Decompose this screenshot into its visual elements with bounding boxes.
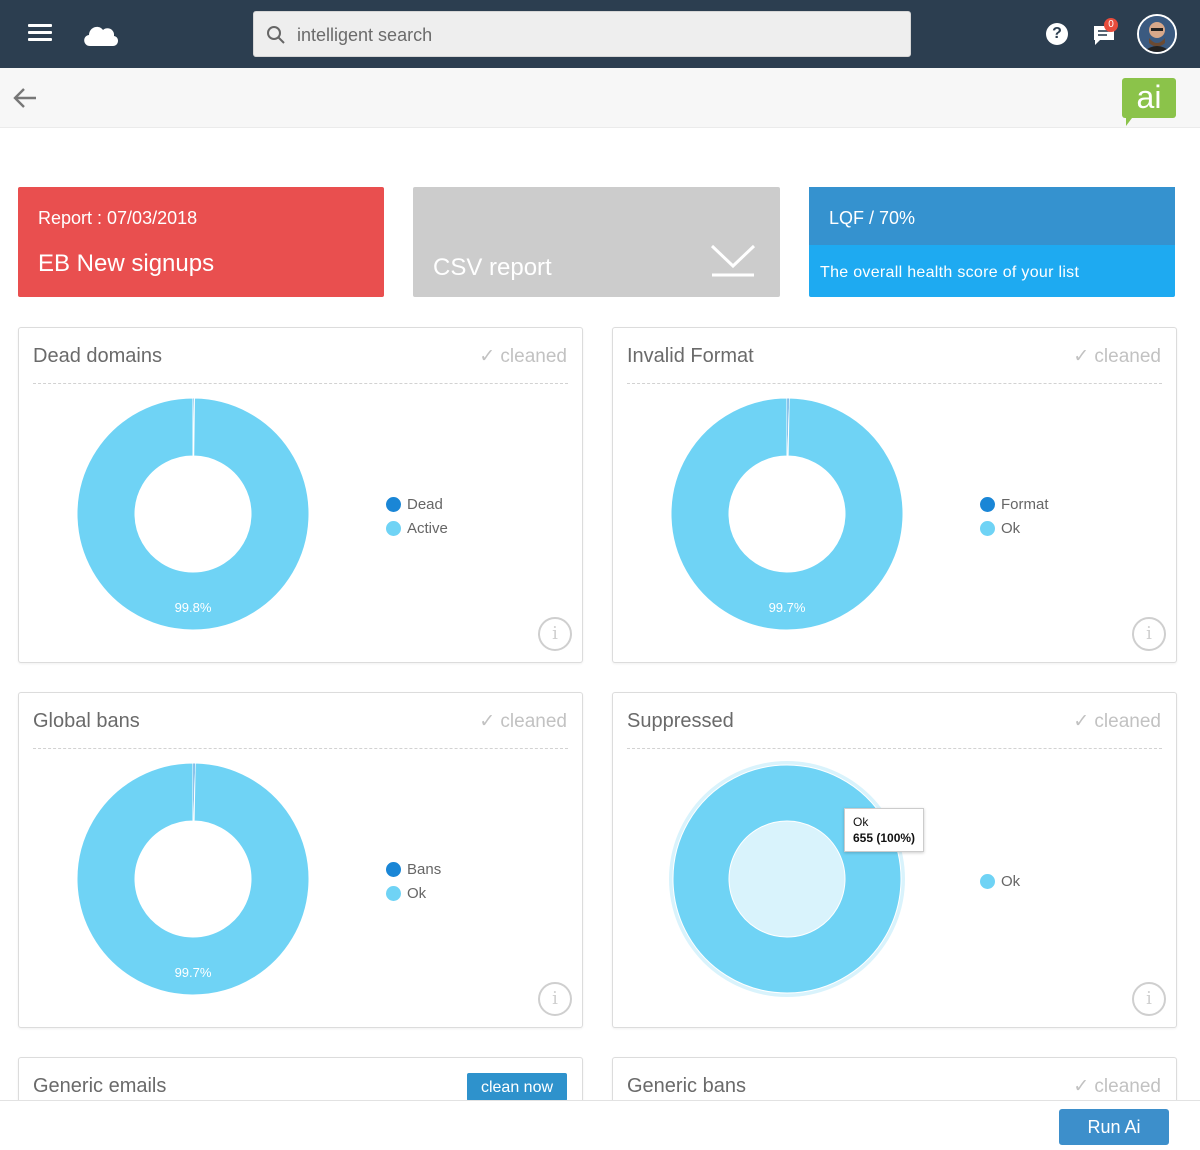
report-card: Report : 07/03/2018 EB New signups bbox=[18, 187, 384, 297]
tooltip-name: Ok bbox=[853, 814, 915, 830]
avatar-image bbox=[1139, 16, 1175, 52]
panel-title: Generic emails bbox=[33, 1075, 166, 1098]
legend-dot bbox=[386, 886, 401, 901]
report-name: EB New signups bbox=[38, 250, 214, 278]
panel-title: Suppressed bbox=[627, 710, 734, 733]
panel-title: Invalid Format bbox=[627, 345, 754, 368]
legend-dot bbox=[386, 497, 401, 512]
run-ai-button[interactable]: Run Ai bbox=[1059, 1109, 1169, 1145]
cleaned-status: ✓ cleaned bbox=[1073, 345, 1161, 368]
notification-badge: 0 bbox=[1104, 18, 1118, 32]
donut-chart[interactable] bbox=[75, 396, 311, 632]
panel-title: Global bans bbox=[33, 710, 140, 733]
panel-global-bans: Global bans ✓ cleaned 99.7% Bans Ok i bbox=[18, 692, 583, 1028]
clean-now-button[interactable]: clean now bbox=[467, 1073, 567, 1101]
search-bar bbox=[253, 11, 911, 57]
info-icon[interactable]: i bbox=[1132, 617, 1166, 651]
cleaned-status: ✓ cleaned bbox=[1073, 1075, 1161, 1098]
panel-dead-domains: Dead domains ✓ cleaned 99.8% Dead Active… bbox=[18, 327, 583, 663]
report-date: Report : 07/03/2018 bbox=[38, 208, 197, 229]
legend-item[interactable]: Ok bbox=[386, 881, 441, 905]
divider bbox=[33, 748, 568, 749]
cleaned-status: ✓ cleaned bbox=[1073, 710, 1161, 733]
panel-suppressed: Suppressed ✓ cleaned Ok Ok 655 (100%) i bbox=[612, 692, 1177, 1028]
legend-item[interactable]: Dead bbox=[386, 492, 448, 516]
chart-legend: Ok bbox=[980, 869, 1020, 893]
search-input[interactable] bbox=[297, 20, 897, 50]
legend-dot bbox=[980, 874, 995, 889]
donut-chart[interactable] bbox=[75, 761, 311, 997]
legend-dot bbox=[386, 862, 401, 877]
legend-item[interactable]: Ok bbox=[980, 516, 1049, 540]
csv-report-button[interactable]: CSV report bbox=[413, 187, 780, 297]
cleaned-status: ✓ cleaned bbox=[479, 345, 567, 368]
chart-legend: Dead Active bbox=[386, 492, 448, 540]
tooltip-value: 655 (100%) bbox=[853, 831, 915, 845]
lqf-score: LQF / 70% bbox=[829, 208, 915, 229]
lqf-card: LQF / 70% The overall health score of yo… bbox=[809, 187, 1175, 297]
lqf-header: LQF / 70% bbox=[809, 187, 1175, 245]
chart-legend: Format Ok bbox=[980, 492, 1049, 540]
info-icon[interactable]: i bbox=[538, 617, 572, 651]
footer-bar: Run Ai bbox=[0, 1100, 1200, 1150]
csv-report-label: CSV report bbox=[433, 254, 552, 282]
sub-header: ai bbox=[0, 68, 1200, 128]
lqf-description: The overall health score of your list bbox=[820, 264, 1079, 282]
donut-slice-ok[interactable] bbox=[77, 763, 309, 995]
info-icon[interactable]: i bbox=[538, 982, 572, 1016]
donut-slice-ok[interactable] bbox=[671, 398, 903, 630]
back-arrow-icon[interactable] bbox=[12, 86, 38, 110]
donut-chart[interactable] bbox=[669, 396, 905, 632]
user-avatar[interactable] bbox=[1137, 14, 1177, 54]
hamburger-menu-icon[interactable] bbox=[28, 24, 52, 44]
chart-tooltip: Ok 655 (100%) bbox=[844, 808, 924, 852]
panel-invalid-format: Invalid Format ✓ cleaned 99.7% Format Ok… bbox=[612, 327, 1177, 663]
legend-item[interactable]: Active bbox=[386, 516, 448, 540]
download-icon bbox=[709, 242, 757, 278]
divider bbox=[33, 383, 568, 384]
divider bbox=[627, 383, 1162, 384]
legend-item[interactable]: Ok bbox=[980, 869, 1020, 893]
cleaned-status: ✓ cleaned bbox=[479, 710, 567, 733]
cloud-icon[interactable] bbox=[80, 18, 120, 50]
donut-chart[interactable] bbox=[669, 761, 905, 997]
legend-dot bbox=[386, 521, 401, 536]
panel-title: Generic bans bbox=[627, 1075, 746, 1098]
help-icon[interactable]: ? bbox=[1046, 23, 1068, 45]
legend-dot bbox=[980, 497, 995, 512]
search-icon bbox=[266, 25, 286, 45]
top-bar: ? 0 bbox=[0, 0, 1200, 68]
legend-item[interactable]: Bans bbox=[386, 857, 441, 881]
legend-dot bbox=[980, 521, 995, 536]
ai-logo[interactable]: ai bbox=[1122, 78, 1176, 118]
panel-title: Dead domains bbox=[33, 345, 162, 368]
chart-legend: Bans Ok bbox=[386, 857, 441, 905]
divider bbox=[627, 748, 1162, 749]
legend-item[interactable]: Format bbox=[980, 492, 1049, 516]
info-icon[interactable]: i bbox=[1132, 982, 1166, 1016]
donut-slice-active[interactable] bbox=[77, 398, 309, 630]
